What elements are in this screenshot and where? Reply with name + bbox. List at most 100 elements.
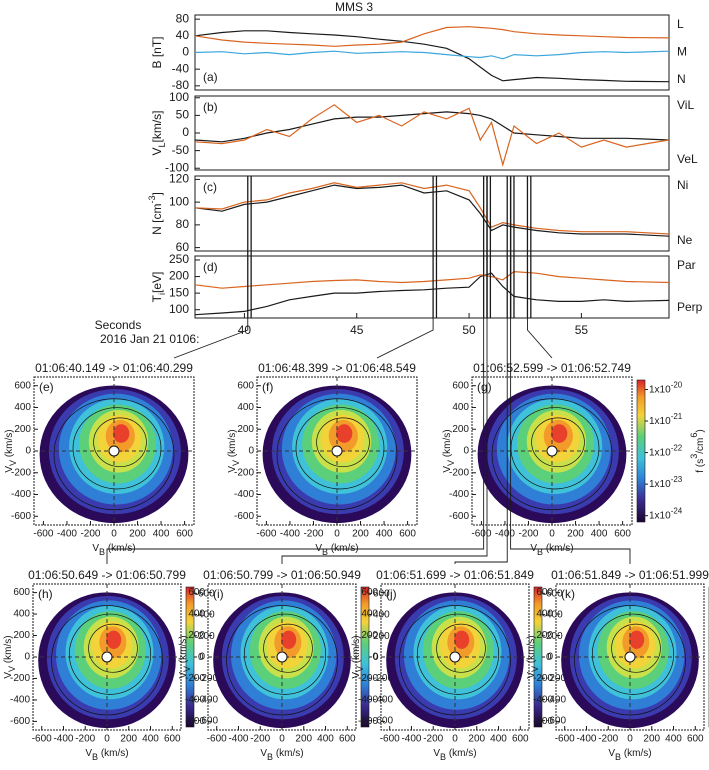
y-tick-label: -400 bbox=[234, 489, 254, 500]
y-axis-label-part: V bbox=[182, 666, 192, 672]
vdf-level bbox=[113, 424, 130, 443]
x-tick-label: 200 bbox=[567, 529, 584, 540]
x-tick-label: 600 bbox=[164, 734, 181, 745]
y-tick-label: 600 bbox=[361, 587, 378, 598]
colorbar-tick-base: 1x10 bbox=[649, 510, 671, 521]
colorbar-tick-value: -22 bbox=[671, 443, 683, 452]
y-axis-label: VV (km/s) bbox=[3, 635, 18, 678]
panel-label: (h) bbox=[38, 587, 53, 601]
connector bbox=[173, 318, 249, 359]
x-axis-label-part: (km/s) bbox=[273, 748, 304, 759]
y-tick-label: -200 bbox=[449, 467, 469, 478]
colorbar-tick-value: 200 bbox=[546, 630, 563, 641]
x-tick-label: 0 bbox=[104, 734, 110, 745]
x-axis-label-part: V bbox=[260, 748, 267, 759]
x-axis-label-part: B bbox=[615, 752, 621, 762]
x-tick-label: -400 bbox=[495, 529, 515, 540]
y-tick-label: 400 bbox=[237, 402, 254, 413]
colorbar-tick-label: 1x10-20 bbox=[649, 380, 683, 395]
contour bbox=[72, 407, 162, 490]
x-tick-label: -400 bbox=[576, 734, 596, 745]
y-tick-label: -400 bbox=[10, 695, 30, 706]
panel-title: 01:06:52.599 -> 01:06:52.749 bbox=[473, 361, 631, 375]
colorbar-tick-label: -600 bbox=[373, 715, 393, 726]
x-axis-label-part: V bbox=[85, 748, 92, 759]
panel-label: (b) bbox=[203, 100, 218, 114]
vdf-level bbox=[629, 630, 645, 649]
y-axis-label-part: i bbox=[157, 293, 167, 295]
x-tick-label: -600 bbox=[256, 529, 276, 540]
connector bbox=[281, 318, 488, 564]
y-axis-label-part: (km/s) bbox=[227, 429, 238, 460]
x-tick-label: 200 bbox=[352, 529, 369, 540]
y-axis-label: VV (km/s) bbox=[526, 635, 541, 678]
x-tick-label: 400 bbox=[591, 529, 608, 540]
panel-label: (a) bbox=[203, 70, 218, 84]
y-tick-label: 100 bbox=[169, 194, 189, 208]
panel-title: 01:06:40.149 -> 01:06:40.299 bbox=[35, 361, 193, 375]
x-tick-label: 400 bbox=[490, 734, 507, 745]
x-tick-label: -400 bbox=[228, 734, 248, 745]
y-axis-label-part: ] bbox=[150, 192, 164, 195]
vdf-level bbox=[106, 630, 122, 649]
x-tick-label: 400 bbox=[142, 734, 159, 745]
legend-label: Ne bbox=[677, 233, 693, 247]
x-tick-label: -600 bbox=[32, 734, 52, 745]
contour bbox=[68, 613, 152, 695]
x-axis-label-part: B bbox=[92, 752, 98, 762]
y-tick-label: 200 bbox=[361, 630, 378, 641]
center-marker bbox=[624, 651, 636, 663]
figure-title: MMS 3 bbox=[335, 0, 373, 14]
y-axis-label-part: V bbox=[231, 460, 241, 466]
y-axis-label-part: V bbox=[3, 672, 14, 679]
y-axis-label-part: V bbox=[526, 672, 537, 679]
y-axis-label-part: [eV] bbox=[150, 272, 164, 293]
x-tick-label: -200 bbox=[423, 734, 443, 745]
y-axis-label: Ti[eV] bbox=[150, 272, 167, 303]
y-tick-label: 200 bbox=[452, 424, 469, 435]
y-tick-label: 200 bbox=[188, 630, 205, 641]
y-axis-label-part: N [cm bbox=[150, 204, 164, 235]
colorbar-label-part: 6 bbox=[689, 433, 699, 438]
legend-label: Perp bbox=[677, 300, 703, 314]
colorbar-tick-value: 400 bbox=[546, 609, 563, 620]
y-axis-label-part: (km/s) bbox=[442, 429, 453, 460]
y-tick-label: -600 bbox=[358, 716, 378, 727]
series-line bbox=[194, 272, 670, 316]
colorbar-tick-value: 400 bbox=[198, 609, 215, 620]
colorbar-label-part: 3 bbox=[689, 454, 699, 459]
y-tick-label: 150 bbox=[169, 285, 189, 299]
colorbar-tick-label: 1x10-21 bbox=[649, 412, 683, 427]
x-tick-label: 400 bbox=[317, 734, 334, 745]
contour bbox=[591, 613, 675, 695]
panel-label: (g) bbox=[477, 380, 492, 394]
y-tick-label: 600 bbox=[237, 380, 254, 391]
colorbar-tick-label: 400 bbox=[198, 609, 215, 620]
x-axis-label-part: V bbox=[315, 543, 322, 554]
x-axis-label-part: (km/s) bbox=[621, 748, 652, 759]
colorbar-tick-label: 400 bbox=[546, 609, 563, 620]
x-tick-label: -600 bbox=[33, 529, 53, 540]
y-tick-label: 100 bbox=[169, 302, 189, 316]
y-axis-label-part: -3 bbox=[147, 195, 157, 203]
center-marker bbox=[276, 651, 288, 663]
y-axis-label-part: B [nT] bbox=[150, 36, 164, 68]
x-tick-label: -600 bbox=[555, 734, 575, 745]
contour bbox=[611, 623, 661, 673]
y-tick-label: -400 bbox=[533, 695, 553, 706]
y-axis-label-part: V bbox=[355, 666, 365, 672]
x-tick-label: -600 bbox=[471, 529, 491, 540]
panel-label: (c) bbox=[203, 180, 217, 194]
colorbar-tick-label: 0 bbox=[546, 652, 552, 663]
series-line bbox=[194, 111, 670, 143]
panel-title: 01:06:48.399 -> 01:06:48.549 bbox=[258, 361, 416, 375]
legend-label: N bbox=[677, 72, 686, 86]
colorbar-tick-label: 200 bbox=[546, 630, 563, 641]
x-tick-label: 40 bbox=[238, 323, 252, 337]
legend-label: L bbox=[677, 17, 684, 31]
y-axis-label: N [cm-3] bbox=[147, 192, 164, 235]
y-axis-label-part: L bbox=[157, 142, 167, 147]
colorbar-tick-value: -20 bbox=[671, 380, 683, 389]
x-tick-label: 0 bbox=[627, 734, 633, 745]
x-tick-label: 0 bbox=[549, 529, 555, 540]
